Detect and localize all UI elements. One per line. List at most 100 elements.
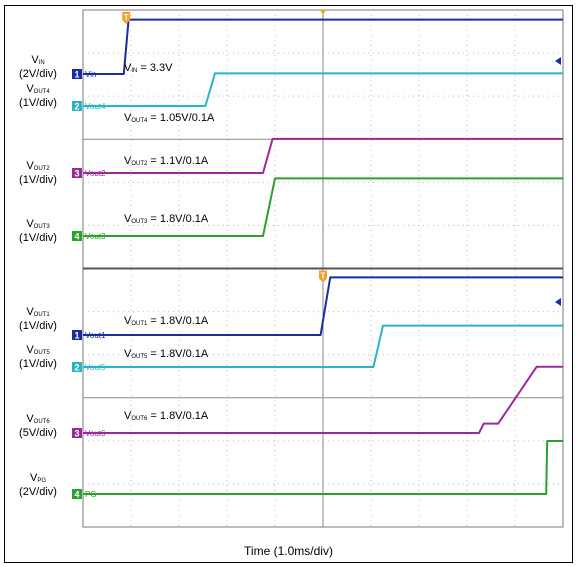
trace-name-vin: Vin bbox=[85, 70, 96, 79]
trace-vout3 bbox=[83, 177, 563, 237]
annotation-vout5: VOUT5 = 1.8V/0.1A bbox=[124, 348, 208, 360]
label-suffix: (1V/div) bbox=[19, 232, 57, 244]
channel-marker-number: 2 bbox=[74, 102, 79, 112]
label-prefix: V bbox=[124, 315, 132, 327]
channel-marker-number: 3 bbox=[74, 169, 79, 179]
label-suffix: (1V/div) bbox=[19, 97, 57, 109]
label-subscript: OUT6 bbox=[131, 416, 148, 422]
trace-vout6 bbox=[83, 365, 563, 434]
label-suffix: (5V/div) bbox=[19, 427, 57, 439]
label-prefix: V bbox=[124, 112, 132, 124]
axis-label-vout5: VOUT5 (1V/div) bbox=[6, 344, 70, 370]
annotation-vout1: VOUT1 = 1.8V/0.1A bbox=[124, 315, 208, 327]
label-suffix: = 1.05V/0.1A bbox=[147, 112, 215, 124]
label-suffix: (2V/div) bbox=[19, 68, 57, 80]
channel-marker-vout5 bbox=[72, 362, 82, 372]
trace-name-pg: PG bbox=[85, 490, 97, 499]
channel-marker-number: 4 bbox=[74, 232, 79, 242]
label-suffix: (1V/div) bbox=[19, 174, 57, 186]
channel-marker-number: 1 bbox=[74, 331, 79, 341]
label-prefix: V bbox=[26, 218, 34, 230]
label-subscript: OUT3 bbox=[33, 224, 50, 230]
label-suffix: (2V/div) bbox=[19, 486, 57, 498]
trace-name-vout1: Vout1 bbox=[85, 331, 106, 340]
annotation-vin: VIN = 3.3V bbox=[124, 62, 173, 74]
label-suffix: = 1.8V/0.1A bbox=[147, 213, 209, 225]
channel-marker-vout4 bbox=[72, 101, 82, 111]
trace-vout5 bbox=[83, 324, 563, 368]
label-subscript: OUT5 bbox=[33, 350, 50, 356]
trace-name-vout6: Vout6 bbox=[85, 429, 106, 438]
label-subscript: OUT6 bbox=[33, 419, 50, 425]
channel-marker-vin bbox=[72, 69, 82, 79]
trigger-level-icon bbox=[555, 57, 561, 65]
trace-name-vout3: Vout3 bbox=[85, 232, 106, 241]
channel-marker-vout2 bbox=[72, 168, 82, 178]
label-suffix: (1V/div) bbox=[19, 358, 57, 370]
channel-marker-pg bbox=[72, 489, 82, 499]
channel-marker-number: 4 bbox=[74, 490, 79, 500]
label-suffix: (1V/div) bbox=[19, 320, 57, 332]
label-prefix: V bbox=[124, 62, 132, 74]
label-subscript: OUT3 bbox=[131, 219, 148, 225]
trace-pg bbox=[83, 440, 563, 495]
label-subscript: IN bbox=[131, 68, 138, 74]
label-subscript: OUT2 bbox=[131, 161, 148, 167]
annotation-vout6: VOUT6 = 1.8V/0.1A bbox=[124, 410, 208, 422]
trace-vout1 bbox=[83, 276, 563, 336]
x-axis-label: Time (1.0ms/div) bbox=[244, 544, 333, 558]
time-reference-icon bbox=[320, 10, 326, 15]
axis-label-vout4: VOUT4 (1V/div) bbox=[6, 83, 70, 109]
trace-vin bbox=[83, 18, 563, 75]
annotation-vout3: VOUT3 = 1.8V/0.1A bbox=[124, 213, 208, 225]
channel-marker-number: 2 bbox=[74, 363, 79, 373]
label-suffix: = 1.1V/0.1A bbox=[147, 155, 209, 167]
channel-marker-vout6 bbox=[72, 428, 82, 438]
channel-marker-number: 3 bbox=[74, 429, 79, 439]
trigger-marker-text: T bbox=[321, 272, 326, 281]
label-subscript: OUT1 bbox=[131, 321, 148, 327]
channel-marker-vout3 bbox=[72, 231, 82, 241]
label-prefix: V bbox=[26, 160, 34, 172]
label-prefix: V bbox=[26, 306, 34, 318]
label-subscript: OUT1 bbox=[33, 312, 50, 318]
label-prefix: V bbox=[124, 410, 132, 422]
trace-name-vout5: Vout5 bbox=[85, 363, 106, 372]
trigger-marker-icon bbox=[122, 12, 131, 24]
annotation-vout2: VOUT2 = 1.1V/0.1A bbox=[124, 155, 208, 167]
label-suffix: = 1.8V/0.1A bbox=[147, 348, 209, 360]
label-prefix: V bbox=[31, 54, 39, 66]
label-suffix: = 1.8V/0.1A bbox=[147, 410, 209, 422]
channel-marker-number: 1 bbox=[74, 70, 79, 80]
axis-label-vout3: VOUT3 (1V/div) bbox=[6, 218, 70, 244]
label-prefix: V bbox=[26, 413, 34, 425]
label-subscript: OUT4 bbox=[33, 89, 50, 95]
trigger-marker-icon bbox=[319, 270, 327, 283]
label-subscript: OUT4 bbox=[131, 118, 148, 124]
trace-vout2 bbox=[83, 137, 563, 174]
label-subscript: OUT2 bbox=[33, 166, 50, 172]
label-prefix: V bbox=[26, 344, 34, 356]
label-suffix: = 1.8V/0.1A bbox=[147, 315, 209, 327]
trigger-marker-text: T bbox=[124, 13, 129, 22]
axis-label-vout6: VOUT6 (5V/div) bbox=[6, 413, 70, 439]
trace-name-vout2: Vout2 bbox=[85, 169, 106, 178]
label-subscript: PG bbox=[37, 478, 46, 484]
axis-label-vout1: VOUT1 (1V/div) bbox=[6, 306, 70, 332]
trace-vout4 bbox=[83, 72, 563, 107]
label-prefix: V bbox=[124, 348, 132, 360]
annotation-vout4: VOUT4 = 1.05V/0.1A bbox=[124, 112, 214, 124]
axis-label-vin: VIN (2V/div) bbox=[6, 54, 70, 80]
trigger-level-icon bbox=[555, 298, 561, 306]
trace-name-vout4: Vout4 bbox=[85, 102, 106, 111]
label-subscript: IN bbox=[38, 60, 45, 66]
label-subscript: OUT5 bbox=[131, 354, 148, 360]
channel-marker-vout1 bbox=[72, 330, 82, 340]
axis-label-pg: VPG (2V/div) bbox=[6, 472, 70, 498]
label-suffix: = 3.3V bbox=[137, 62, 173, 74]
label-prefix: V bbox=[124, 213, 132, 225]
axis-label-vout2: VOUT2 (1V/div) bbox=[6, 160, 70, 186]
label-prefix: V bbox=[26, 83, 34, 95]
label-prefix: V bbox=[124, 155, 132, 167]
